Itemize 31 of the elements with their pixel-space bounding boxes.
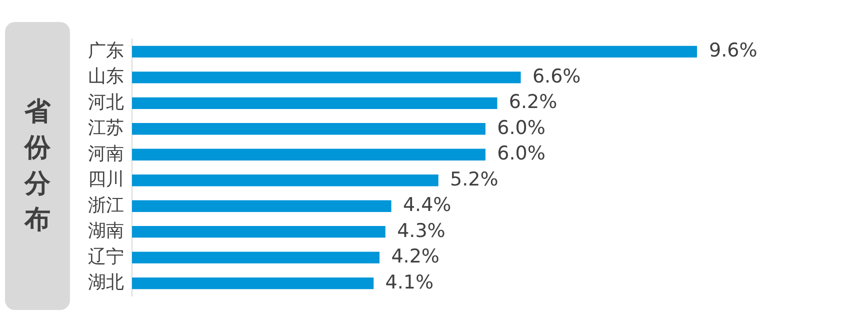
- y-tick-label: 广东: [88, 40, 124, 62]
- y-tick-label: 四川: [88, 169, 124, 190]
- bar: [132, 278, 374, 290]
- data-label: 4.1%: [385, 271, 434, 294]
- bar: [132, 174, 438, 186]
- data-label: 4.4%: [402, 194, 452, 216]
- bar: [132, 72, 521, 84]
- bar: [132, 226, 386, 238]
- data-label: 4.3%: [397, 220, 446, 242]
- data-label: 6.0%: [497, 142, 546, 165]
- y-tick-label: 河北: [88, 92, 124, 113]
- bar: [132, 46, 697, 58]
- y-tick-label: 湖南: [88, 220, 124, 242]
- y-tick-label: 辽宁: [88, 246, 124, 268]
- data-label: 6.0%: [497, 116, 546, 139]
- data-label: 4.2%: [391, 246, 440, 268]
- text: 省份分布: [24, 96, 50, 237]
- bar: [132, 148, 486, 160]
- y-tick-label: 山东: [88, 66, 124, 88]
- data-label: 6.2%: [508, 91, 558, 114]
- y-tick-label: 湖北: [88, 272, 124, 293]
- data-label: 6.6%: [532, 65, 581, 88]
- y-tick-label: 河南: [88, 143, 124, 164]
- bar: [132, 200, 392, 212]
- y-tick-label: 浙江: [88, 194, 124, 216]
- bar: [132, 97, 498, 109]
- bar: [132, 252, 380, 264]
- y-tick-label: 江苏: [88, 118, 124, 139]
- data-label: 5.2%: [450, 168, 498, 190]
- data-label: 9.6%: [709, 40, 758, 62]
- bar: [132, 123, 486, 135]
